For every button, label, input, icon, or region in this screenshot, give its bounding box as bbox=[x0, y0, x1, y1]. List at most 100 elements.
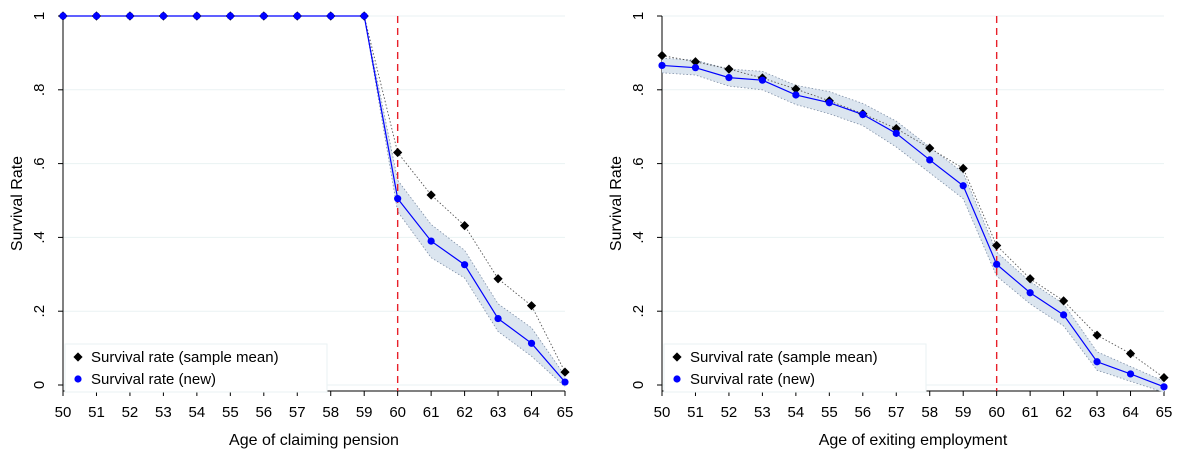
x-tick-label: 52 bbox=[721, 404, 738, 421]
x-tick-label: 57 bbox=[289, 404, 306, 421]
x-tick-label: 50 bbox=[654, 404, 671, 421]
chart-panel-2: 0 .2 .4 .6 .8 1 50 51 52 53 54 55 56 57 58 59 60 61 62 63 64… bbox=[608, 12, 1172, 449]
x-tick-label: 52 bbox=[122, 404, 139, 421]
marker-new bbox=[691, 64, 700, 72]
legend-label-new: Survival rate (new) bbox=[690, 371, 815, 388]
y-tick-label: .2 bbox=[630, 305, 647, 318]
marker-sample-mean bbox=[1059, 296, 1069, 306]
marker-new bbox=[461, 261, 469, 269]
marker-new bbox=[92, 12, 101, 20]
marker-sample-mean bbox=[1025, 274, 1035, 284]
marker-new bbox=[892, 129, 900, 137]
marker-sample-mean bbox=[1092, 330, 1102, 340]
x-tick-label: 54 bbox=[788, 404, 805, 421]
legend-marker-sample-mean bbox=[73, 352, 83, 362]
y-tick-label: .8 bbox=[630, 84, 647, 97]
x-tick-label: 57 bbox=[888, 404, 905, 421]
ci-lower-line bbox=[63, 15, 566, 388]
x-tick-label: 59 bbox=[955, 404, 972, 421]
x-axis-title: Age of claiming pension bbox=[229, 432, 399, 449]
y-axis-title: Survival Rate bbox=[608, 156, 625, 251]
x-tick-label: 55 bbox=[222, 404, 239, 421]
x-tick-label: 56 bbox=[854, 404, 871, 421]
x-tick-label: 64 bbox=[523, 404, 540, 421]
x-tick-label: 60 bbox=[389, 404, 406, 421]
marker-new bbox=[859, 110, 867, 119]
legend-box bbox=[64, 343, 328, 393]
legend-box bbox=[663, 343, 927, 393]
marker-sample-mean bbox=[1125, 349, 1136, 359]
y-tick-label: .4 bbox=[630, 231, 647, 244]
x-tick-label: 65 bbox=[557, 404, 574, 421]
x-tick-label: 62 bbox=[456, 404, 473, 421]
marker-sample-mean bbox=[560, 367, 570, 377]
x-tick-label: 51 bbox=[687, 404, 704, 421]
x-tick-label: 58 bbox=[322, 404, 339, 421]
x-tick-label: 58 bbox=[921, 404, 938, 421]
y-tick-label: 0 bbox=[31, 381, 48, 389]
y-tick-label: .2 bbox=[31, 305, 48, 318]
marker-new bbox=[926, 156, 934, 164]
x-tick-label: 62 bbox=[1055, 404, 1072, 421]
x-tick-label: 59 bbox=[356, 404, 373, 421]
marker-new bbox=[293, 12, 301, 20]
x-tick-label: 61 bbox=[1022, 404, 1039, 421]
marker-new bbox=[327, 12, 335, 20]
marker-sample-mean bbox=[958, 163, 968, 173]
legend-label-sample-mean: Survival rate (sample mean) bbox=[91, 349, 279, 366]
marker-new bbox=[561, 378, 569, 386]
marker-sample-mean bbox=[493, 274, 503, 284]
marker-new bbox=[494, 314, 502, 323]
marker-new bbox=[725, 74, 733, 82]
marker-new bbox=[1126, 370, 1135, 378]
marker-new bbox=[193, 12, 201, 20]
series-line-new bbox=[661, 64, 1165, 388]
marker-sample-mean bbox=[1159, 373, 1169, 383]
y-tick-label: 1 bbox=[31, 12, 48, 20]
legend-label-sample-mean: Survival rate (sample mean) bbox=[690, 349, 878, 366]
y-tick-label: .6 bbox=[31, 157, 48, 170]
marker-new bbox=[792, 91, 800, 99]
marker-sample-mean bbox=[992, 240, 1002, 251]
marker-sample-mean bbox=[925, 143, 935, 153]
marker-new bbox=[1060, 311, 1068, 319]
marker-new bbox=[159, 12, 167, 20]
ci-upper-line bbox=[661, 57, 1165, 382]
marker-new bbox=[959, 182, 967, 190]
ci-lower-line bbox=[661, 72, 1165, 393]
y-tick-label: 0 bbox=[630, 381, 647, 389]
series-line-sample-mean bbox=[661, 55, 1165, 378]
x-axis-title: Age of exiting employment bbox=[819, 432, 1008, 449]
x-tick-label: 50 bbox=[55, 404, 72, 421]
legend-label-new: Survival rate (new) bbox=[91, 371, 216, 388]
marker-sample-mean bbox=[460, 220, 470, 231]
x-tick-label: 51 bbox=[88, 404, 105, 421]
marker-new bbox=[260, 12, 268, 20]
x-tick-label: 63 bbox=[490, 404, 507, 421]
plot-area bbox=[63, 16, 565, 391]
marker-new bbox=[394, 195, 402, 203]
marker-new bbox=[658, 61, 666, 70]
marker-new bbox=[527, 339, 536, 347]
marker-new bbox=[1026, 289, 1034, 297]
y-axis-title: Survival Rate bbox=[9, 156, 26, 251]
marker-sample-mean bbox=[657, 50, 667, 61]
marker-sample-mean bbox=[526, 301, 537, 311]
marker-sample-mean bbox=[690, 57, 701, 67]
x-tick-label: 53 bbox=[155, 404, 172, 421]
marker-sample-mean bbox=[426, 190, 436, 200]
marker-sample-mean bbox=[393, 147, 403, 158]
y-tick-label: 1 bbox=[630, 12, 647, 20]
marker-new bbox=[59, 12, 67, 20]
confidence-band bbox=[662, 58, 1164, 393]
x-tick-label: 65 bbox=[1156, 404, 1173, 421]
x-tick-label: 61 bbox=[423, 404, 440, 421]
marker-new bbox=[226, 12, 234, 20]
marker-new bbox=[1160, 383, 1168, 391]
marker-sample-mean bbox=[791, 84, 801, 94]
marker-new bbox=[993, 260, 1001, 268]
marker-new bbox=[360, 12, 368, 20]
y-tick-label: .6 bbox=[630, 157, 647, 170]
